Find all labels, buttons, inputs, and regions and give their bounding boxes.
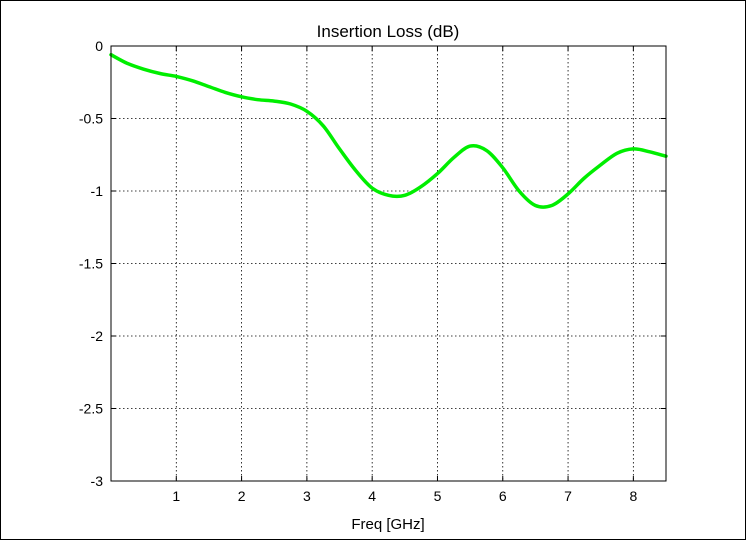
x-tick-label: 6 (499, 488, 507, 504)
y-tick-label: -2 (91, 328, 104, 344)
x-tick-label: 3 (303, 488, 311, 504)
y-tick-label: 0 (95, 38, 103, 54)
x-axis-label: Freq [GHz] (351, 516, 424, 533)
x-tick-label: 8 (629, 488, 637, 504)
y-tick-label: -1 (91, 183, 104, 199)
y-tick-label: -1.5 (79, 256, 103, 272)
series-line (109, 52, 668, 209)
y-tick-label: -2.5 (79, 401, 103, 417)
y-tick-label: -3 (91, 473, 104, 489)
x-tick-label: 1 (172, 488, 180, 504)
x-tick-label: 5 (434, 488, 442, 504)
chart-title: Insertion Loss (dB) (317, 22, 460, 41)
x-tick-label: 4 (368, 488, 376, 504)
axes: 1 2 3 4 5 6 7 8 0 -0.5 -1 -1.5 -2 -2.5 -3 (79, 38, 666, 504)
y-tick-label: -0.5 (79, 111, 103, 127)
x-tick-label: 2 (238, 488, 246, 504)
x-tick-label: 7 (564, 488, 572, 504)
